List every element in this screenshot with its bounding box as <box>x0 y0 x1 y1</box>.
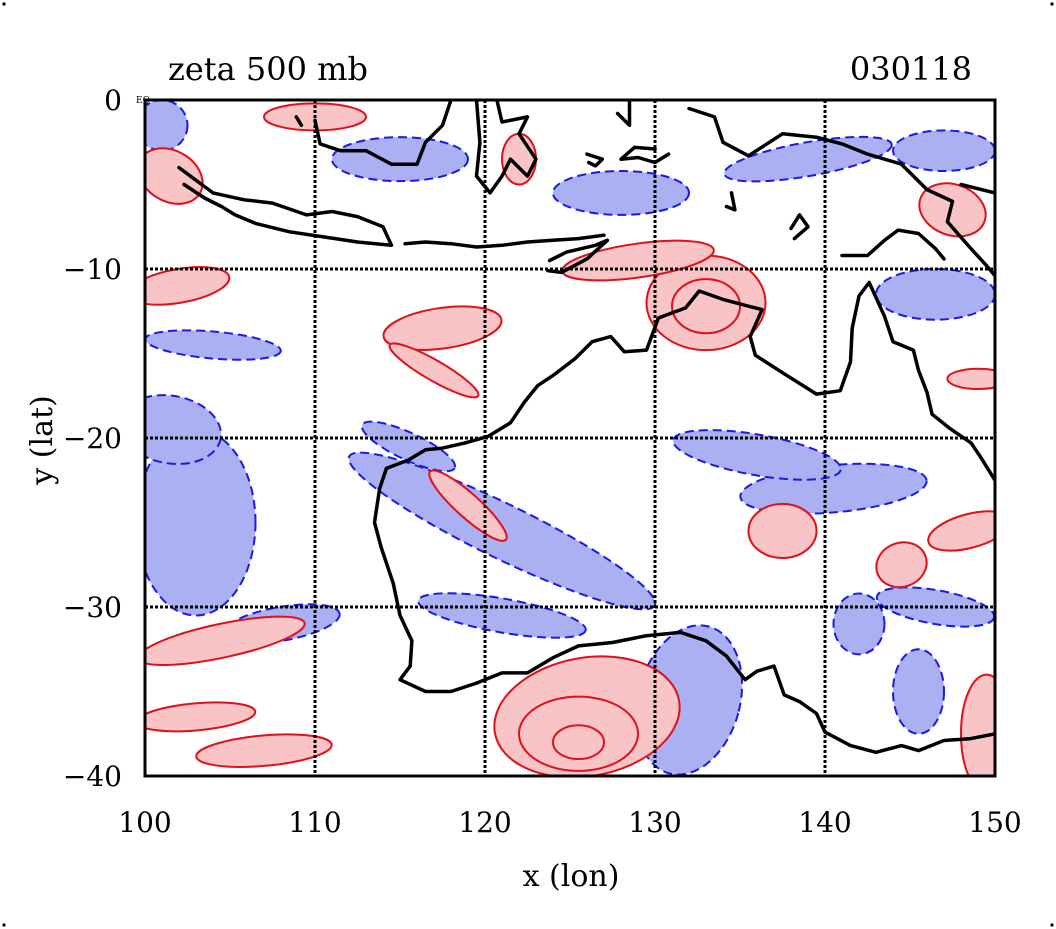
corner-mark-bottom-left <box>2 923 6 927</box>
y-tick-label: −20 <box>63 422 122 455</box>
negative-vorticity-region <box>832 592 886 656</box>
x-tick-label: 120 <box>458 806 511 839</box>
negative-vorticity-region <box>360 420 457 473</box>
x-tick-label: 140 <box>798 806 851 839</box>
negative-vorticity-region <box>331 136 469 183</box>
x-tick-label: 110 <box>288 806 341 839</box>
y-tick-label: 0 <box>104 84 122 117</box>
positive-vorticity-region <box>428 469 508 542</box>
positive-vorticity-region <box>501 132 537 186</box>
coastline-segment <box>615 100 632 128</box>
positive-vorticity-region <box>927 510 995 552</box>
coastline-segment <box>959 182 995 195</box>
positive-vorticity-region <box>960 673 995 776</box>
positive-vorticity-region <box>145 147 204 205</box>
negative-vorticity-region <box>875 268 995 321</box>
negative-vorticity-region <box>417 592 587 639</box>
y-tick-labels: 0 −10 −20 −30 −40 <box>63 84 122 793</box>
y-tick-label: −10 <box>63 253 122 286</box>
plot-frame <box>143 98 997 778</box>
coastline-segment <box>840 228 946 261</box>
coastline-segment <box>474 100 538 195</box>
x-tick-label: 100 <box>118 806 171 839</box>
coastline-segment <box>384 280 995 483</box>
negative-vorticity-region <box>145 428 257 617</box>
negative-vorticity-region <box>892 129 995 172</box>
y-axis-label: y (lat) <box>25 395 60 485</box>
coastline-segment <box>294 115 304 128</box>
x-axis-label: x (lon) <box>523 859 620 894</box>
positive-vorticity-region <box>747 502 818 559</box>
positive-vorticity-region <box>145 615 306 666</box>
coastline-segment <box>177 165 394 248</box>
coastline-segment <box>789 213 810 241</box>
corner-mark-top-left <box>2 2 6 6</box>
y-tick-label: −30 <box>63 591 122 624</box>
coastline-segment <box>687 106 995 278</box>
coastline-segment <box>546 238 610 275</box>
x-tick-labels: 100 110 120 130 140 150 <box>118 806 1021 839</box>
y-tick-label: −40 <box>63 760 122 793</box>
positive-vorticity-region <box>145 701 257 733</box>
positive-vorticity-region <box>671 278 741 335</box>
positive-vorticity-region <box>388 342 480 399</box>
coastline-segment <box>585 152 605 168</box>
positive-vorticity-region <box>382 305 503 351</box>
negative-vorticity-region <box>145 100 189 152</box>
coastline-segment <box>724 191 737 212</box>
coastline-segment <box>313 118 368 153</box>
corner-mark-top-right <box>1050 2 1054 6</box>
positive-vorticity-region <box>195 733 333 768</box>
positive-vorticity-layer <box>145 102 995 776</box>
negative-vorticity-region <box>672 429 842 481</box>
negative-vorticity-layer <box>145 100 995 776</box>
equator-label: EQ <box>136 96 150 106</box>
vorticity-field-layer <box>145 100 995 776</box>
coastline-segment <box>372 466 995 755</box>
positive-vorticity-region <box>552 724 605 761</box>
coastline-segment <box>364 100 453 166</box>
positive-vorticity-region <box>875 541 928 589</box>
coastline-layer <box>177 100 995 755</box>
corner-mark-bottom-right <box>1050 923 1054 927</box>
positive-vorticity-region <box>946 367 995 390</box>
date-label: 030118 <box>850 50 972 88</box>
coastline-segment <box>619 145 671 165</box>
negative-vorticity-region <box>145 329 282 361</box>
x-tick-label: 150 <box>968 806 1021 839</box>
coastline-segment <box>403 233 606 249</box>
x-tick-label: 130 <box>628 806 681 839</box>
negative-vorticity-region <box>552 169 690 216</box>
negative-vorticity-region <box>892 648 945 735</box>
chart-title: zeta 500 mb <box>168 50 368 88</box>
